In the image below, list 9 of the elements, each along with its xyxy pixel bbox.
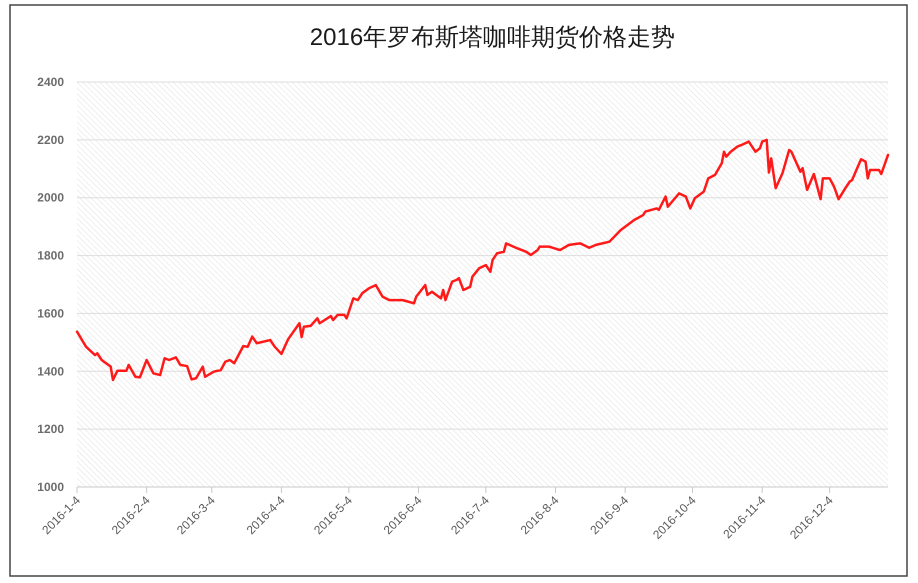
y-tick-label: 1600 (37, 306, 64, 320)
y-tick-label: 1000 (37, 480, 64, 494)
y-tick-label: 2200 (37, 132, 64, 147)
y-tick-label: 1200 (37, 422, 64, 436)
chart-title: 2016年罗布斯塔咖啡期货价格走势 (310, 24, 676, 51)
y-tick-label: 1800 (37, 248, 64, 263)
y-tick-label: 2400 (37, 75, 64, 89)
y-tick-label: 2000 (37, 190, 64, 205)
y-tick-label: 1400 (37, 364, 64, 378)
